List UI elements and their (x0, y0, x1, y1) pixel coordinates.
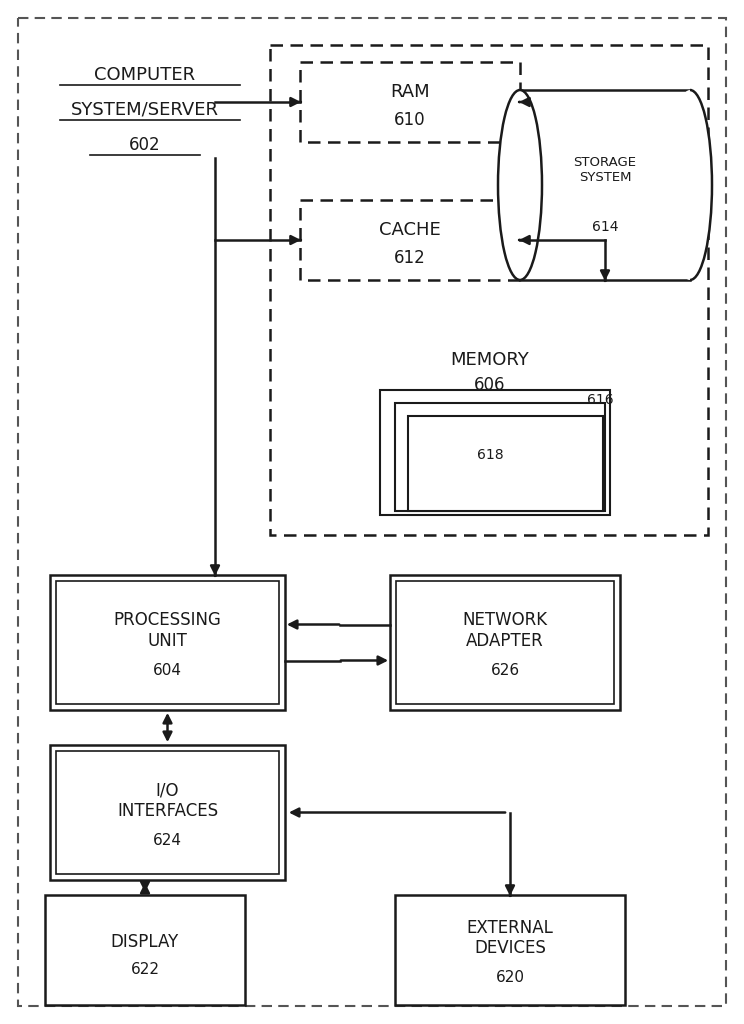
Bar (395, 895, 625, 1005)
Bar (56, 751, 279, 874)
Bar (300, 200, 520, 280)
Ellipse shape (668, 90, 712, 280)
Bar (300, 62, 520, 142)
Text: 620: 620 (496, 971, 525, 985)
Bar (390, 575, 620, 710)
Text: PROCESSING
UNIT: PROCESSING UNIT (114, 611, 222, 650)
Text: STORAGE
SYSTEM: STORAGE SYSTEM (574, 156, 637, 184)
Text: I/O
INTERFACES: I/O INTERFACES (117, 781, 218, 820)
Bar (520, 90, 690, 280)
Bar (270, 45, 708, 535)
Text: NETWORK
ADAPTER: NETWORK ADAPTER (463, 611, 548, 650)
Bar (395, 403, 605, 511)
Text: MEMORY: MEMORY (451, 351, 530, 369)
Text: EXTERNAL
DEVICES: EXTERNAL DEVICES (466, 919, 554, 957)
Text: 604: 604 (153, 663, 182, 678)
Bar (50, 575, 285, 710)
Text: 602: 602 (129, 136, 161, 154)
Text: CACHE: CACHE (379, 221, 441, 239)
Text: DISPLAY: DISPLAY (111, 933, 179, 951)
Text: 616: 616 (587, 393, 613, 407)
Bar (50, 745, 285, 880)
Text: 610: 610 (394, 111, 426, 129)
Bar (45, 895, 245, 1005)
Text: 614: 614 (591, 220, 618, 234)
Text: SYSTEM/SERVER: SYSTEM/SERVER (71, 101, 219, 119)
Bar (56, 581, 279, 705)
Bar (380, 390, 610, 515)
Text: 626: 626 (490, 663, 519, 678)
Ellipse shape (498, 90, 542, 280)
Text: RAM: RAM (390, 83, 430, 101)
Text: 612: 612 (394, 249, 426, 267)
Text: 624: 624 (153, 833, 182, 848)
Bar (408, 416, 603, 511)
Bar (396, 581, 614, 705)
Text: 618: 618 (477, 449, 503, 462)
Text: 606: 606 (474, 376, 506, 394)
Text: COMPUTER: COMPUTER (94, 66, 196, 84)
Text: 622: 622 (130, 963, 159, 978)
